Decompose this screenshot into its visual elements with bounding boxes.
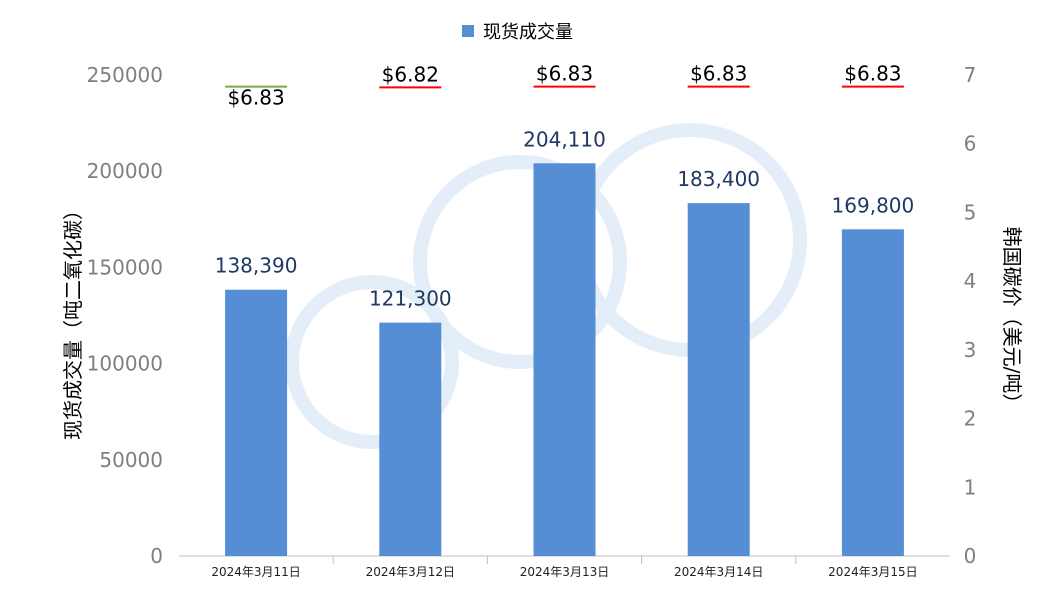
price-data-label: $6.83 bbox=[536, 62, 593, 86]
price-data-label: $6.83 bbox=[844, 62, 901, 86]
volume-bars bbox=[225, 163, 904, 556]
volume-bar bbox=[379, 322, 442, 556]
y-tick-right: 4 bbox=[964, 269, 977, 293]
volume-data-label: 183,400 bbox=[677, 167, 760, 191]
y-tick-left: 200000 bbox=[87, 159, 163, 183]
y-axis-title-right: 韩国碳价（美元/吨） bbox=[1000, 227, 1024, 414]
y-tick-left: 150000 bbox=[87, 255, 163, 279]
category-label: 2024年3月13日 bbox=[520, 565, 609, 579]
category-labels: 2024年3月11日 2024年3月12日 2024年3月13日 2024年3月14日… bbox=[211, 556, 918, 579]
volume-bar bbox=[841, 229, 904, 556]
category-label: 2024年3月15日 bbox=[828, 565, 917, 579]
y-tick-right: 0 bbox=[964, 544, 977, 568]
category-label: 2024年3月12日 bbox=[366, 565, 455, 579]
y-tick-left: 250000 bbox=[87, 63, 163, 87]
y-tick-right: 7 bbox=[964, 63, 977, 87]
price-data-label: $6.83 bbox=[227, 86, 284, 110]
category-label: 2024年3月14日 bbox=[674, 565, 763, 579]
price-data-label: $6.82 bbox=[382, 62, 439, 86]
left-axis-ticks: 0 50000 100000 150000 200000 250000 bbox=[87, 63, 163, 568]
legend-swatch bbox=[462, 25, 474, 37]
price-data-label: $6.83 bbox=[690, 62, 747, 86]
right-axis-ticks: 0 1 2 3 4 5 6 7 bbox=[964, 63, 977, 568]
price-data-labels: $6.83 $6.82 $6.83 $6.83 $6.83 bbox=[227, 62, 901, 110]
y-tick-right: 3 bbox=[964, 338, 977, 362]
legend: 现货成交量 bbox=[462, 22, 573, 43]
volume-data-label: 138,390 bbox=[215, 254, 298, 278]
y-tick-left: 50000 bbox=[99, 448, 163, 472]
volume-bar bbox=[687, 203, 750, 556]
y-tick-right: 1 bbox=[964, 475, 977, 499]
legend-label: 现货成交量 bbox=[483, 22, 573, 43]
volume-data-label: 169,800 bbox=[832, 193, 915, 217]
volume-bar bbox=[225, 289, 288, 556]
y-tick-left: 0 bbox=[150, 544, 163, 568]
volume-data-labels: 138,390 121,300 204,110 183,400 169,800 bbox=[215, 127, 915, 310]
volume-data-label: 204,110 bbox=[523, 127, 606, 151]
y-tick-right: 2 bbox=[964, 407, 977, 431]
y-tick-right: 6 bbox=[964, 132, 977, 156]
volume-bar bbox=[533, 163, 596, 556]
category-label: 2024年3月11日 bbox=[211, 565, 300, 579]
volume-data-label: 121,300 bbox=[369, 287, 452, 311]
y-tick-left: 100000 bbox=[87, 352, 163, 376]
price-markers bbox=[225, 85, 904, 89]
y-tick-right: 5 bbox=[964, 200, 977, 224]
y-axis-title-left: 现货成交量（吨二氧化碳） bbox=[61, 200, 85, 440]
